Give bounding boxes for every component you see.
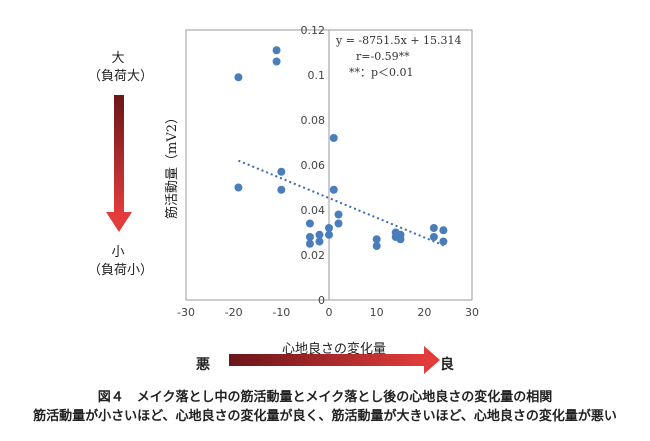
data-point [272,57,281,66]
x-tick-label: -30 [177,306,195,319]
data-point [429,233,438,241]
data-point [234,73,243,82]
correlation-annotation: r=-0.59** [356,50,410,63]
load-high-text: 大 [111,51,125,66]
figure-caption-title: 図４ メイク落とし中の筋活動量とメイク落とし後の心地良さの変化量の相関 [97,390,553,405]
trendline [238,159,447,248]
equation-annotation: y = -8751.5x + 15.314 [335,34,462,47]
data-point [234,183,243,192]
x-tick-label: 10 [370,306,384,319]
data-point [277,167,286,176]
data-point [429,224,438,232]
data-point [439,226,448,235]
x-tick-label: 30 [465,306,479,319]
figure-caption-description: 筋活動量が小さいほど、心地良さの変化量が良く、筋活動量が大きいほど、心地良さの変… [33,409,617,424]
data-point [329,134,338,142]
comfort-bad-label: 悪 [196,357,210,373]
comfort-arrow [229,346,440,374]
load-high-sub: （負荷大） [88,69,154,84]
data-point [277,185,286,194]
data-point [439,237,448,246]
data-point [396,235,405,244]
data-point [334,219,343,228]
significance-annotation: **：p＜0.01 [349,66,414,79]
load-low-label: 小 （負荷小） [88,244,154,280]
data-point [329,185,338,194]
data-point [305,239,314,248]
y-tick-label: 0.1 [308,69,326,82]
y-tick-label: 0 [318,294,325,307]
data-point [325,224,333,232]
x-tick-label: -20 [225,306,243,319]
load-arrow [106,95,132,232]
x-tick-label: -10 [272,306,290,319]
comfort-good-label: 良 [440,357,454,373]
load-low-sub: （負荷小） [88,263,154,278]
data-point [305,219,314,228]
y-tick-label: 0.08 [301,114,326,127]
load-high-label: 大 （負荷大） [88,50,154,86]
data-points [234,46,448,250]
data-point [372,242,381,250]
y-tick-label: 0.04 [301,204,326,217]
y-axis-label: 筋活動量（mV2） [164,111,180,219]
x-tick-label: 20 [417,306,431,319]
y-tick-label: 0.02 [301,249,326,262]
y-tick-label: 0.12 [301,24,326,37]
data-point [372,235,381,244]
y-tick-label: 0.06 [301,159,326,172]
load-low-text: 小 [111,245,125,260]
data-point [315,230,324,239]
x-axis-label: 心地良さの変化量 [282,342,387,357]
data-point [334,210,343,219]
trend-line [238,159,447,248]
data-point [325,230,333,239]
x-tick-label: 0 [326,306,333,319]
tick-labels: -30 -20 -10 0 10 20 30 0 0.02 0.04 0.06 0.08 0.1 0.12 [177,24,479,319]
data-point [315,237,324,246]
data-point [272,46,281,55]
data-point [305,233,314,241]
